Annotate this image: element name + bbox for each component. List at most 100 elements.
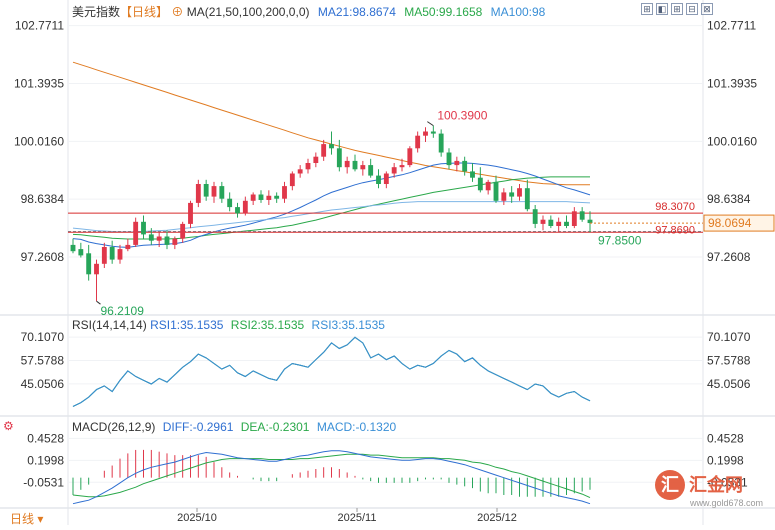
candle-body	[462, 160, 468, 172]
candle-body	[517, 188, 522, 197]
ref-line-high-label: 98.3070	[655, 201, 695, 213]
ma-params: MA(21,50,100,200,0,0)	[186, 5, 310, 19]
candle-body	[344, 160, 350, 168]
x-tick-label: 2025/11	[338, 512, 377, 524]
diff-line	[72, 450, 591, 505]
candle-body	[321, 144, 327, 157]
low-marker	[96, 300, 101, 305]
price-tick-label: 102.7711	[707, 19, 756, 33]
gear-icon[interactable]: ⚙	[3, 419, 14, 433]
candle-body	[579, 211, 585, 220]
current-price-box	[703, 214, 775, 232]
macd-header: MACD(26,12,9) DIFF:-0.2961 DEA:-0.2301 M…	[72, 420, 396, 434]
zoom-in-icon[interactable]: ⊞	[671, 3, 683, 15]
macd-tick-label: 0.1998	[707, 453, 744, 467]
candle-body	[164, 236, 170, 245]
period-switch[interactable]: 日线 ▾	[10, 510, 43, 527]
rsi-tick-label: 70.1070	[707, 330, 751, 344]
dea-label: DEA:-0.2301	[240, 420, 310, 434]
plus-circle-icon[interactable]: ⊕	[171, 5, 184, 19]
candle-body	[250, 194, 256, 201]
symbol-name: 美元指数	[72, 5, 121, 19]
ma100-line	[72, 61, 590, 186]
candle-body	[101, 247, 107, 264]
candle-body	[180, 223, 186, 239]
candle-body	[125, 244, 131, 250]
candle-body	[360, 165, 366, 170]
candle-body	[305, 163, 311, 170]
candle-body	[242, 200, 248, 214]
candle-body	[211, 186, 217, 197]
rsi-tick-label: 57.5788	[707, 354, 751, 368]
watermark: 汇 汇金网	[655, 470, 743, 500]
high-marker	[427, 121, 434, 127]
price-tick-label: 98.6384	[707, 192, 751, 206]
zoom-out-icon[interactable]: ⊟	[686, 3, 698, 15]
candle-body	[329, 144, 334, 149]
recent-low-annotation: 97.8500	[598, 233, 642, 247]
rsi3-label: RSI3:35.1535	[311, 318, 385, 332]
ma21-label: MA21:98.8674	[317, 5, 396, 19]
current-price-label: 98.0694	[708, 216, 752, 230]
candle-body	[313, 156, 319, 163]
candle-body	[485, 181, 491, 191]
candle-body	[454, 160, 460, 166]
candle-body	[430, 131, 436, 134]
candle-body	[289, 173, 295, 187]
candle-body	[148, 234, 154, 241]
price-tick-label: 101.3935	[707, 76, 757, 90]
low-annotation: 96.2109	[101, 304, 145, 318]
candle-body	[258, 194, 264, 200]
macd-title: MACD(26,12,9)	[72, 420, 156, 434]
chevron-down-icon: ▾	[34, 512, 44, 526]
candle-body	[109, 247, 115, 260]
crosshair-icon[interactable]: ⊞	[641, 3, 653, 15]
candle-body	[446, 152, 452, 166]
rsi-tick-label-left: 70.1070	[21, 330, 65, 344]
candle-body	[352, 160, 358, 170]
candle-body	[391, 167, 397, 174]
watermark-url: www.gold678.com	[690, 498, 764, 508]
split-view-icon[interactable]: ◧	[656, 3, 668, 15]
x-tick-label: 2025/10	[177, 512, 217, 524]
band-line	[72, 201, 591, 233]
watermark-brand: 汇金网	[689, 475, 743, 495]
watermark-logo: 汇	[655, 470, 685, 500]
candle-body	[266, 195, 272, 200]
candle-body	[156, 236, 162, 241]
macd-value-label: MACD:-0.1320	[316, 420, 397, 434]
x-tick-label: 2025/12	[477, 512, 517, 524]
price-tick-label-left: 102.7711	[15, 19, 64, 33]
ma100-label: MA100:98	[490, 5, 546, 19]
candle-body	[188, 202, 193, 224]
candle-body	[540, 219, 546, 224]
macd-tick-label: 0.4528	[707, 431, 744, 445]
candle-body	[203, 184, 209, 197]
period-tag[interactable]: 【日线】	[120, 5, 169, 19]
candle-body	[587, 219, 593, 224]
candle-body	[274, 195, 280, 199]
high-annotation: 100.3900	[437, 109, 487, 123]
candle-body	[548, 219, 554, 226]
macd-tick-label-left: -0.0531	[23, 475, 64, 489]
rsi2-label: RSI2:35.1535	[230, 318, 305, 332]
candle-body	[141, 221, 146, 235]
price-tick-label-left: 98.6384	[21, 192, 65, 206]
rsi-line	[72, 336, 591, 407]
candle-body	[438, 133, 444, 153]
rsi-tick-label: 45.0506	[707, 377, 751, 391]
rsi-line	[72, 336, 591, 407]
period-switch-label: 日线	[10, 512, 35, 526]
ma50-label: MA50:99.1658	[404, 5, 483, 19]
candle-body	[477, 177, 483, 191]
candle-body	[571, 211, 577, 226]
candle-body	[383, 173, 389, 184]
reset-icon[interactable]: ⊠	[701, 3, 713, 15]
candle-body	[532, 209, 538, 224]
candle-body	[556, 221, 562, 226]
rsi1-label: RSI1:35.1535	[150, 318, 224, 332]
candle-body	[493, 181, 499, 201]
candle-body	[195, 184, 201, 203]
macd-tick-label-left: 0.4528	[27, 431, 64, 445]
candle-body	[227, 198, 233, 208]
